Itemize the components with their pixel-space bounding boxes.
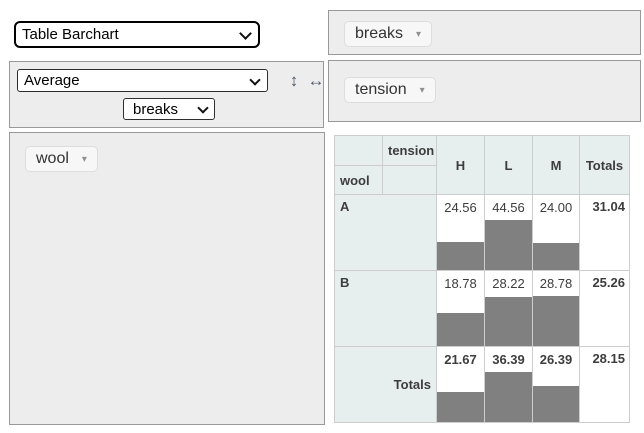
- triangle-down-icon[interactable]: ▾: [81, 153, 87, 165]
- aggregator-select-wrap: Average: [17, 69, 268, 92]
- pivot-table: tension H L M Totals wool A 24.56 44.56 24.00 31.0…: [334, 135, 630, 423]
- value-cell: 21.67: [436, 346, 485, 423]
- value-cell-wrap: 36.39: [485, 352, 532, 422]
- value-cell: 26.39: [532, 346, 580, 423]
- row-attr-label: wool: [334, 165, 383, 195]
- value-bar: [437, 313, 484, 346]
- totals-col-label: Totals: [579, 135, 630, 195]
- value-bar: [437, 242, 484, 270]
- row-total-cell: 25.26: [579, 270, 630, 347]
- grand-total-cell: 28.15: [579, 346, 630, 423]
- aggregator-panel: Average ↕ ↔ breaks: [9, 61, 325, 128]
- attribute-pill-breaks[interactable]: breaks ▾: [344, 21, 433, 47]
- corner-cell: [334, 135, 383, 166]
- col-order-button[interactable]: ↔: [307, 71, 325, 90]
- value-cell: 36.39: [484, 346, 533, 423]
- value-bar: [533, 385, 579, 422]
- value-cell-wrap: 28.78: [533, 276, 579, 346]
- corner-cell: [382, 165, 437, 195]
- value-cell: 24.00: [532, 194, 580, 271]
- value-bar: [485, 296, 532, 346]
- value-cell-wrap: 44.56: [485, 200, 532, 270]
- value-bar: [533, 243, 579, 270]
- value-cell-wrap: 24.00: [533, 200, 579, 270]
- value-cell-wrap: 18.78: [437, 276, 484, 346]
- value-text: 26.39: [539, 352, 573, 367]
- value-cell-wrap: 28.22: [485, 276, 532, 346]
- value-cell: 18.78: [436, 270, 485, 347]
- row-label: A: [334, 194, 437, 271]
- triangle-down-icon[interactable]: ▾: [419, 84, 425, 96]
- value-cell: 28.22: [484, 270, 533, 347]
- value-text: 21.67: [444, 352, 477, 367]
- attribute-pill-tension[interactable]: tension ▾: [344, 77, 436, 103]
- value-text: 24.00: [539, 200, 573, 215]
- totals-row-label: Totals: [334, 346, 437, 423]
- aggregator-select[interactable]: Average: [17, 69, 268, 92]
- aggregator-arg-select-wrap: breaks: [123, 98, 215, 120]
- value-text: 36.39: [492, 352, 525, 367]
- value-bar: [437, 392, 484, 422]
- row-order-button[interactable]: ↕: [289, 71, 299, 90]
- attribute-pill-label: tension: [355, 81, 407, 98]
- value-text: 44.56: [492, 200, 525, 215]
- col-label: L: [484, 135, 533, 195]
- value-bar: [485, 220, 532, 270]
- triangle-down-icon[interactable]: ▾: [416, 28, 422, 40]
- attribute-pill-label: wool: [36, 150, 69, 167]
- value-bar: [533, 296, 579, 346]
- renderer-select-wrap: Table Barchart: [14, 21, 260, 48]
- renderer-select[interactable]: Table Barchart: [14, 21, 260, 48]
- value-text: 28.78: [539, 276, 573, 291]
- unused-attributes-dropzone[interactable]: breaks ▾: [328, 10, 641, 55]
- value-cell: 28.78: [532, 270, 580, 347]
- value-cell-wrap: 26.39: [533, 352, 579, 422]
- col-label: M: [532, 135, 580, 195]
- row-attributes-dropzone[interactable]: wool ▾: [9, 132, 325, 425]
- attribute-pill-wool[interactable]: wool ▾: [25, 146, 98, 172]
- value-cell-wrap: 21.67: [437, 352, 484, 422]
- value-text: 28.22: [492, 276, 525, 291]
- value-cell: 44.56: [484, 194, 533, 271]
- column-attributes-dropzone[interactable]: tension ▾: [328, 60, 641, 122]
- value-bar: [485, 372, 532, 422]
- value-text: 18.78: [444, 276, 477, 291]
- value-cell: 24.56: [436, 194, 485, 271]
- row-label: B: [334, 270, 437, 347]
- attribute-pill-label: breaks: [355, 25, 404, 42]
- row-total-cell: 31.04: [579, 194, 630, 271]
- value-text: 24.56: [444, 200, 477, 215]
- col-attr-label: tension: [382, 135, 437, 166]
- col-label: H: [436, 135, 485, 195]
- aggregator-arg-select[interactable]: breaks: [123, 98, 215, 120]
- value-cell-wrap: 24.56: [437, 200, 484, 270]
